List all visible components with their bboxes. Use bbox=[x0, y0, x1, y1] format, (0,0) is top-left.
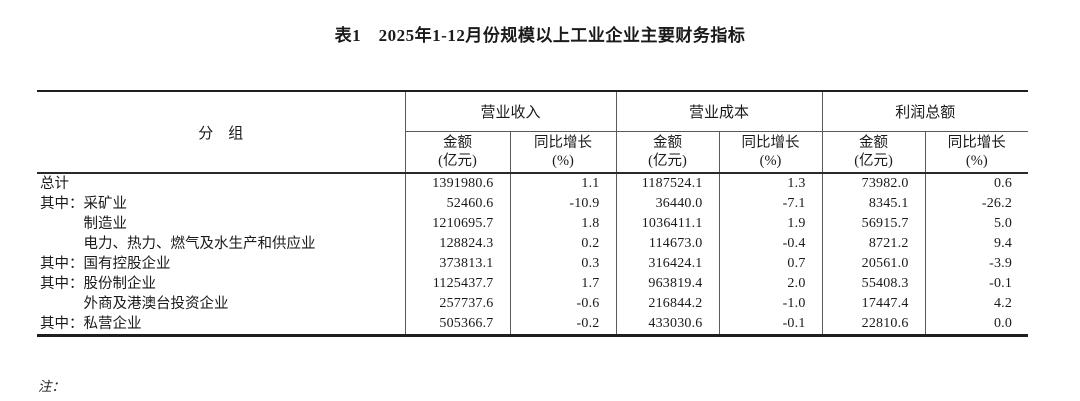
table-row-mining: 其中：采矿业 52460.6 -10.9 36440.0 -7.1 8345.1… bbox=[37, 194, 1029, 214]
cell-profit-amount: 17447.4 bbox=[821, 294, 926, 314]
column-header-cost-amount: 金额 (亿元) bbox=[615, 131, 720, 174]
cell-cost-growth: -7.1 bbox=[718, 194, 823, 214]
table-row-state-owned: 其中：国有控股企业 373813.1 0.3 316424.1 0.7 2056… bbox=[37, 254, 1029, 274]
cell-group: 外商及港澳台投资企业 bbox=[40, 296, 229, 312]
table-row-private: 其中：私营企业 505366.7 -0.2 433030.6 -0.1 2281… bbox=[37, 314, 1029, 336]
table-body: 总计 1391980.6 1.1 1187524.1 1.3 73982.0 0… bbox=[37, 173, 1029, 336]
cell-group: 其中：股份制企业 bbox=[40, 276, 156, 292]
subheader-amount-label: 金额 bbox=[859, 134, 889, 151]
section-header-cost: 营业成本 bbox=[615, 91, 823, 132]
cell-revenue-amount: 52460.6 bbox=[404, 194, 510, 214]
cell-cost-amount: 114673.0 bbox=[615, 234, 720, 254]
cell-cost-amount: 1036411.1 bbox=[615, 214, 720, 234]
cell-profit-growth: -3.9 bbox=[924, 254, 1029, 274]
cell-profit-growth: 9.4 bbox=[924, 234, 1029, 254]
table-row-joint-stock: 其中：股份制企业 1125437.7 1.7 963819.4 2.0 5540… bbox=[37, 274, 1029, 294]
cell-cost-amount: 1187524.1 bbox=[615, 173, 720, 194]
table-row-total: 总计 1391980.6 1.1 1187524.1 1.3 73982.0 0… bbox=[37, 173, 1029, 194]
cell-group: 其中：私营企业 bbox=[40, 316, 142, 332]
cell-cost-amount: 316424.1 bbox=[615, 254, 720, 274]
cell-cost-growth: 0.7 bbox=[718, 254, 823, 274]
cell-revenue-amount: 257737.6 bbox=[404, 294, 510, 314]
column-header-revenue-growth: 同比增长 (%) bbox=[509, 131, 617, 174]
cell-revenue-growth: 1.1 bbox=[509, 173, 617, 194]
cell-revenue-amount: 373813.1 bbox=[404, 254, 510, 274]
cell-revenue-amount: 1210695.7 bbox=[404, 214, 510, 234]
cell-revenue-growth: 1.8 bbox=[509, 214, 617, 234]
cell-group: 制造业 bbox=[40, 216, 127, 232]
column-header-revenue-amount: 金额 (亿元) bbox=[404, 131, 510, 174]
table-row-manufacturing: 制造业 1210695.7 1.8 1036411.1 1.9 56915.7 … bbox=[37, 214, 1029, 234]
cell-revenue-growth: -10.9 bbox=[509, 194, 617, 214]
cell-profit-amount: 8345.1 bbox=[821, 194, 926, 214]
header-row-sections: 分 组 营业收入 营业成本 利润总额 bbox=[37, 91, 1029, 174]
cell-cost-growth: -1.0 bbox=[718, 294, 823, 314]
cell-group: 其中：采矿业 bbox=[40, 196, 127, 212]
section-header-revenue: 营业收入 bbox=[404, 91, 617, 132]
cell-revenue-growth: -0.6 bbox=[509, 294, 617, 314]
cell-profit-growth: -26.2 bbox=[924, 194, 1029, 214]
cell-profit-growth: 5.0 bbox=[924, 214, 1029, 234]
column-header-cost-growth: 同比增长 (%) bbox=[718, 131, 823, 174]
column-header-profit-amount: 金额 (亿元) bbox=[821, 131, 926, 174]
cell-profit-growth: 4.2 bbox=[924, 294, 1029, 314]
cell-cost-growth: 2.0 bbox=[718, 274, 823, 294]
column-header-profit-growth: 同比增长 (%) bbox=[924, 131, 1029, 174]
table-header: 分 组 营业收入 营业成本 利润总额 金额 (亿元) 同比增长 (%) 金额 (… bbox=[37, 91, 1029, 174]
subheader-amount-unit: (亿元) bbox=[854, 152, 893, 169]
table-title: 表1 2025年1-12月份规模以上工业企业主要财务指标 bbox=[334, 26, 746, 45]
cell-cost-growth: -0.4 bbox=[718, 234, 823, 254]
cell-group: 总计 bbox=[40, 176, 69, 192]
subheader-growth-label: 同比增长 bbox=[534, 134, 592, 151]
cell-profit-amount: 22810.6 bbox=[821, 314, 926, 336]
cell-revenue-growth: 0.3 bbox=[509, 254, 617, 274]
cell-cost-growth: 1.3 bbox=[718, 173, 823, 194]
cell-group: 其中：国有控股企业 bbox=[40, 256, 171, 272]
cell-revenue-growth: 1.7 bbox=[509, 274, 617, 294]
subheader-amount-label: 金额 bbox=[653, 134, 683, 151]
cell-cost-growth: -0.1 bbox=[718, 314, 823, 336]
cell-cost-growth: 1.9 bbox=[718, 214, 823, 234]
subheader-growth-label: 同比增长 bbox=[741, 134, 800, 151]
cell-revenue-growth: 0.2 bbox=[509, 234, 617, 254]
financial-indicators-table: 分 组 营业收入 营业成本 利润总额 金额 (亿元) 同比增长 (%) 金额 (… bbox=[37, 90, 1029, 337]
cell-revenue-amount: 1391980.6 bbox=[404, 173, 510, 194]
cell-profit-amount: 55408.3 bbox=[821, 274, 926, 294]
cell-profit-amount: 20561.0 bbox=[821, 254, 926, 274]
subheader-amount-label: 金额 bbox=[443, 134, 472, 151]
cell-group: 电力、热力、燃气及水生产和供应业 bbox=[40, 236, 316, 252]
footnote-label: 注： bbox=[38, 379, 65, 394]
cell-cost-amount: 433030.6 bbox=[615, 314, 720, 336]
cell-revenue-amount: 505366.7 bbox=[404, 314, 510, 336]
cell-revenue-amount: 1125437.7 bbox=[404, 274, 510, 294]
cell-cost-amount: 36440.0 bbox=[615, 194, 720, 214]
subheader-amount-unit: (亿元) bbox=[648, 152, 687, 169]
cell-revenue-growth: -0.2 bbox=[509, 314, 617, 336]
section-header-profit: 利润总额 bbox=[821, 91, 1029, 132]
footnotes: 注： 1.经济类型分组之间存在交叉，故各经济类型企业数据之和大于总计。 2.本表… bbox=[38, 337, 548, 401]
cell-profit-amount: 56915.7 bbox=[821, 214, 926, 234]
cell-cost-amount: 963819.4 bbox=[615, 274, 720, 294]
table-row-foreign-invested: 外商及港澳台投资企业 257737.6 -0.6 216844.2 -1.0 1… bbox=[37, 294, 1029, 314]
table-row-utilities: 电力、热力、燃气及水生产和供应业 128824.3 0.2 114673.0 -… bbox=[37, 234, 1029, 254]
cell-revenue-amount: 128824.3 bbox=[404, 234, 510, 254]
cell-profit-amount: 8721.2 bbox=[821, 234, 926, 254]
subheader-growth-unit: (%) bbox=[965, 152, 988, 169]
header-row-subcolumns: 金额 (亿元) 同比增长 (%) 金额 (亿元) 同比增长 (%) 金额 ( bbox=[37, 131, 1029, 174]
subheader-amount-unit: (亿元) bbox=[438, 152, 477, 169]
cell-cost-amount: 216844.2 bbox=[615, 294, 720, 314]
subheader-growth-unit: (%) bbox=[552, 152, 574, 169]
subheader-growth-label: 同比增长 bbox=[947, 134, 1006, 151]
cell-profit-growth: -0.1 bbox=[924, 274, 1029, 294]
subheader-growth-unit: (%) bbox=[759, 152, 782, 169]
column-header-group: 分 组 bbox=[37, 91, 405, 174]
cell-profit-amount: 73982.0 bbox=[821, 173, 926, 194]
cell-profit-growth: 0.0 bbox=[924, 314, 1029, 336]
cell-profit-growth: 0.6 bbox=[924, 173, 1029, 194]
